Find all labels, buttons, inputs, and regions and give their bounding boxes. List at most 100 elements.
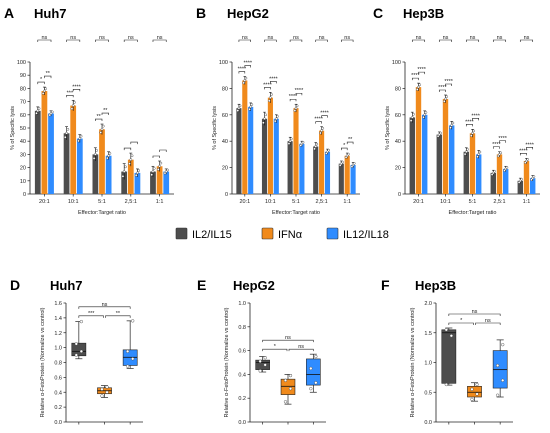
y-tick-label: 10 xyxy=(20,179,26,185)
data-point xyxy=(105,390,109,394)
replicate-dot xyxy=(249,105,252,109)
replicate-dot xyxy=(418,83,421,87)
x-tick-label: 2,5:1 xyxy=(315,199,327,205)
replicate-dot xyxy=(121,175,125,178)
replicate-dot xyxy=(288,139,292,143)
sig-il2-vs-ifn-label: *** xyxy=(88,311,95,317)
data-point xyxy=(74,342,78,346)
data-point xyxy=(470,387,474,391)
y-tick-label: 0.8 xyxy=(238,325,246,331)
sig-ifn-vs-il12-label: **** xyxy=(243,61,252,67)
bar-ifn-1-1 xyxy=(344,155,350,194)
replicate-dot xyxy=(108,152,112,155)
sig-il2-vs-ifn-bracket xyxy=(492,146,500,149)
bar-ifn-10-1 xyxy=(442,98,449,194)
replicate-dot xyxy=(35,111,38,115)
sig-il2-vs-il12-label: ns xyxy=(443,35,449,41)
sig-il2-vs-ifn-label: **** xyxy=(492,142,501,148)
data-point xyxy=(449,334,453,338)
y-tick-label: 70 xyxy=(20,100,26,106)
replicate-dot xyxy=(289,137,293,141)
replicate-dot xyxy=(136,171,139,175)
sig-il2-vs-ifn-bracket xyxy=(152,155,160,158)
bar-il12il18-5-1 xyxy=(105,155,112,194)
sig-il2-vs-ifn-label: **** xyxy=(438,85,447,91)
data-point xyxy=(501,378,505,382)
replicate-dot xyxy=(347,152,350,156)
replicate-dot xyxy=(478,150,482,154)
sig-il2-vs-il12-label: ns xyxy=(285,335,291,341)
data-point xyxy=(263,363,267,367)
sig-ifn-vs-il12-label: **** xyxy=(72,84,81,90)
sig-il2-vs-ifn-label: **** xyxy=(314,117,323,123)
data-point xyxy=(100,394,104,398)
bar-il2il15-1-1 xyxy=(517,180,523,194)
bar-il12il18-20-1 xyxy=(422,114,428,194)
replicate-dot xyxy=(37,107,41,110)
bar-il2il15-1-1 xyxy=(150,171,156,194)
sig-il2-vs-il12-label: ns xyxy=(416,35,422,41)
x-tick-label: 2,5:1 xyxy=(125,199,137,205)
sig-ifn-vs-il12-bracket xyxy=(101,112,109,116)
replicate-dot xyxy=(122,170,126,173)
replicate-dot xyxy=(248,107,251,111)
sig-il2-vs-il12-label: ns xyxy=(470,35,476,41)
box-il2il15 xyxy=(441,329,457,384)
replicate-dot xyxy=(238,104,242,108)
y-tick-label: 0.4 xyxy=(238,372,246,378)
sig-il2-vs-il12-bracket xyxy=(37,39,52,42)
y-tick-label: 40 xyxy=(20,139,26,145)
sig-ifn-vs-il12-bracket xyxy=(44,75,52,79)
replicate-dot xyxy=(151,170,155,173)
sig-il2-vs-il12-bracket xyxy=(123,39,138,42)
sig-ifn-vs-il12-label: ns xyxy=(298,344,304,350)
x-tick-label: 10:1 xyxy=(265,199,276,205)
data-point xyxy=(288,387,293,391)
y-tick-label: 0.5 xyxy=(424,390,432,396)
replicate-dot xyxy=(409,119,413,122)
y-tick-label: 60 xyxy=(395,113,401,119)
sig-il2-vs-ifn-label: **** xyxy=(519,148,528,154)
data-point xyxy=(314,354,318,359)
sig-il2-vs-ifn-label: **** xyxy=(263,82,272,88)
sig-ifn-vs-il12-label: **** xyxy=(498,136,507,142)
replicate-dot xyxy=(263,117,266,121)
data-point xyxy=(475,392,479,396)
replicate-dot xyxy=(449,126,452,130)
x-tick-label: 5:1 xyxy=(292,199,300,205)
y-tick-label: 50 xyxy=(20,126,26,132)
y-tick-label: 20 xyxy=(20,166,26,172)
bar-il2il15-10-1 xyxy=(63,133,70,194)
data-point xyxy=(74,353,78,357)
bar-ifn-5-1 xyxy=(293,108,299,194)
sig-ifn-vs-il12-bracket xyxy=(270,81,277,84)
box-il12il18 xyxy=(306,358,321,386)
replicate-dot xyxy=(445,95,448,98)
replicate-dot xyxy=(472,129,475,133)
sig-il2-vs-il12-label: ns xyxy=(70,35,76,41)
sig-ifn-vs-il12-label: ** xyxy=(46,71,51,77)
data-point xyxy=(309,387,313,391)
replicate-dot xyxy=(499,151,502,155)
y-tick-label: 60 xyxy=(20,113,26,119)
sig-il2-vs-ifn-label: * xyxy=(343,143,346,149)
y-tick-label: 20 xyxy=(395,166,401,172)
sig-il2-vs-il12-bracket xyxy=(341,39,354,42)
y-tick-label: 0.0 xyxy=(424,420,432,426)
sig-il2-vs-ifn-bracket xyxy=(519,153,527,156)
bar-ifn-5-1 xyxy=(99,129,105,194)
sig-il2-vs-ifn-bracket xyxy=(262,348,288,352)
bar-il2il15-2-5-1 xyxy=(313,146,319,194)
bar-il2il15-20-1 xyxy=(34,110,41,194)
replicate-dot xyxy=(262,121,265,125)
data-point xyxy=(131,357,135,361)
sig-il2-vs-il12-bracket xyxy=(78,306,131,309)
sig-il2-vs-il12-label: ns xyxy=(128,35,134,41)
replicate-dot xyxy=(505,166,509,169)
legend-swatch-il12 xyxy=(326,227,339,240)
data-point xyxy=(288,373,293,378)
panel-label-a: A xyxy=(4,5,14,21)
replicate-dot xyxy=(294,106,298,110)
legend-label-ifn: IFNα xyxy=(278,229,303,241)
data-point xyxy=(283,400,288,404)
